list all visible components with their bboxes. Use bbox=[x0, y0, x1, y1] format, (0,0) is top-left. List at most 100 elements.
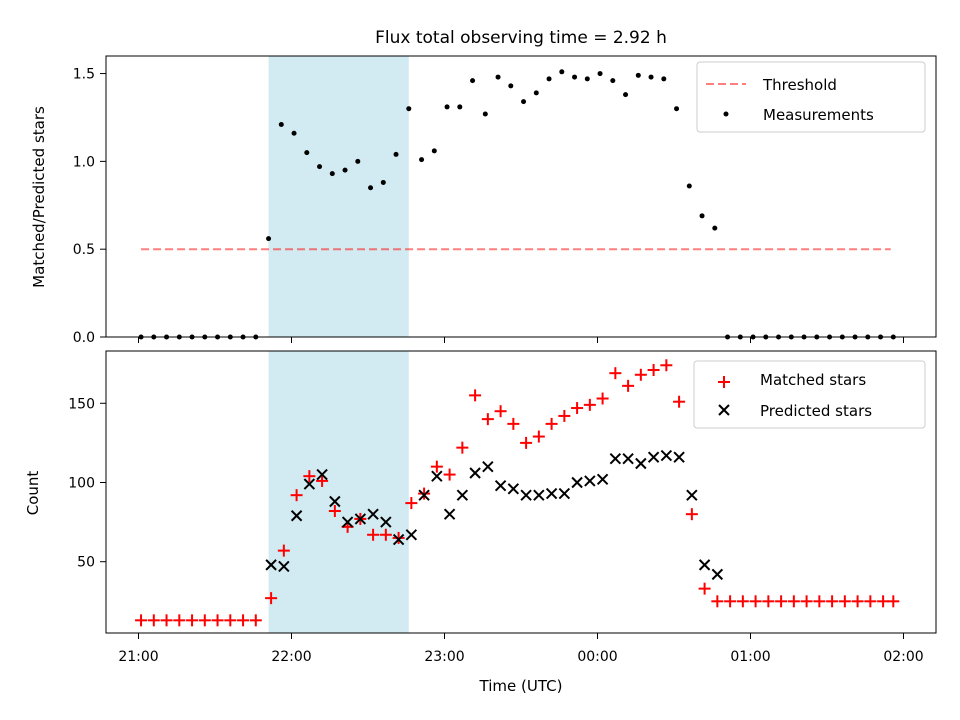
matched-star-point bbox=[851, 595, 864, 608]
matched-star-point bbox=[507, 417, 520, 430]
x-tick-label: 02:00 bbox=[883, 649, 923, 665]
matched-star-point bbox=[571, 402, 584, 415]
bottom-x-ticks: 21:00 22:00 23:00 00:00 01:00 02:00 bbox=[118, 633, 924, 665]
predicted-star-point bbox=[469, 467, 481, 479]
matched-star-point bbox=[749, 595, 762, 608]
y-tick-label: 150 bbox=[68, 396, 95, 412]
predicted-star-point bbox=[533, 489, 545, 501]
matched-star-point bbox=[198, 614, 211, 627]
measurement-point bbox=[470, 78, 476, 84]
measurement-point bbox=[597, 71, 603, 77]
matched-star-point bbox=[622, 379, 635, 392]
measurement-point bbox=[610, 78, 616, 84]
matched-star-point bbox=[532, 430, 545, 443]
matched-star-point bbox=[173, 614, 186, 627]
matched-star-point bbox=[660, 359, 673, 372]
predicted-star-point bbox=[265, 559, 277, 571]
measurement-point bbox=[559, 69, 565, 75]
measurement-point bbox=[674, 106, 680, 112]
predicted-star-point bbox=[673, 451, 685, 463]
matched-star-point bbox=[265, 592, 278, 605]
legend-predicted-label: Predicted stars bbox=[760, 402, 872, 420]
bottom-y-ticks: 50 100 150 bbox=[68, 396, 106, 571]
predicted-star-point bbox=[278, 560, 290, 573]
matched-star-point bbox=[775, 595, 788, 608]
predicted-star-point bbox=[341, 516, 354, 528]
matched-star-point bbox=[456, 441, 469, 454]
measurement-point bbox=[661, 76, 667, 82]
x-tick-label: 01:00 bbox=[730, 649, 770, 665]
matched-star-point bbox=[328, 505, 341, 518]
measurement-point bbox=[368, 185, 374, 191]
matched-star-point bbox=[838, 595, 851, 608]
bottom-y-axis-label: Count bbox=[24, 471, 42, 516]
measurement-point bbox=[495, 74, 501, 80]
measurement-point bbox=[686, 183, 692, 189]
measurement-point bbox=[584, 76, 590, 82]
legend-predicted-swatch bbox=[718, 404, 730, 416]
matched-star-point bbox=[864, 595, 877, 608]
predicted-star-point bbox=[545, 487, 558, 500]
y-tick-label: 1.0 bbox=[73, 154, 95, 170]
measurement-point bbox=[419, 157, 425, 163]
measurement-point bbox=[291, 130, 297, 136]
top-panel: 0.0 0.5 1.0 1.5 Matched/Predicted stars Thr… bbox=[30, 55, 937, 346]
y-tick-label: 0.5 bbox=[73, 242, 95, 258]
chart-title: Flux total observing time = 2.92 h bbox=[375, 28, 667, 48]
bottom-observing-shade bbox=[268, 351, 409, 633]
matched-star-point bbox=[211, 614, 224, 627]
matched-star-point bbox=[762, 595, 775, 608]
matched-star-point bbox=[711, 595, 724, 608]
predicted-star-point bbox=[329, 495, 341, 508]
predicted-star-point bbox=[507, 483, 520, 495]
measurement-point bbox=[393, 151, 399, 157]
matched-star-point bbox=[379, 528, 392, 541]
matched-star-point bbox=[367, 528, 380, 541]
predicted-star-point bbox=[418, 489, 430, 501]
predicted-star-point bbox=[316, 468, 328, 481]
measurement-point bbox=[635, 72, 641, 78]
matched-stars-points bbox=[135, 359, 900, 627]
predicted-star-point bbox=[290, 510, 303, 522]
predicted-star-point bbox=[609, 453, 622, 465]
measurement-point bbox=[648, 74, 654, 80]
matched-star-point bbox=[160, 614, 173, 627]
matched-star-point bbox=[520, 436, 533, 449]
top-y-ticks: 0.0 0.5 1.0 1.5 bbox=[73, 67, 106, 346]
matched-star-point bbox=[634, 368, 647, 381]
measurement-point bbox=[521, 99, 527, 105]
matched-star-point bbox=[877, 595, 890, 608]
y-tick-label: 100 bbox=[68, 475, 95, 491]
predicted-star-point bbox=[584, 475, 596, 487]
matched-star-point bbox=[430, 460, 443, 473]
matched-star-point bbox=[443, 468, 456, 481]
top-observing-shade bbox=[268, 56, 409, 337]
measurement-point bbox=[380, 179, 386, 185]
predicted-star-point bbox=[494, 479, 507, 492]
matched-star-point bbox=[316, 474, 329, 487]
legend-measurements-label: Measurements bbox=[763, 106, 874, 124]
measurement-point bbox=[699, 213, 705, 219]
legend-measurements-swatch bbox=[723, 111, 729, 117]
x-tick-label: 21:00 bbox=[118, 649, 158, 665]
measurement-point bbox=[317, 164, 323, 170]
matched-star-point bbox=[724, 595, 737, 608]
predicted-star-point bbox=[520, 489, 532, 501]
matched-star-point bbox=[647, 364, 660, 377]
legend-threshold-label: Threshold bbox=[762, 76, 837, 94]
predicted-star-point bbox=[571, 476, 583, 489]
predicted-star-point bbox=[647, 451, 660, 463]
matched-star-point bbox=[392, 531, 405, 544]
measurement-point bbox=[266, 236, 272, 242]
bottom-legend: Matched stars Predicted stars bbox=[693, 360, 926, 429]
predicted-star-point bbox=[303, 478, 316, 490]
top-legend: Threshold Measurements bbox=[696, 61, 926, 133]
measurement-point bbox=[431, 148, 437, 154]
predicted-star-point bbox=[698, 559, 711, 571]
matched-star-point bbox=[583, 398, 596, 411]
matched-star-point bbox=[418, 487, 431, 500]
measurement-point bbox=[508, 83, 514, 89]
matched-star-point bbox=[545, 417, 558, 430]
matched-star-point bbox=[237, 614, 250, 627]
